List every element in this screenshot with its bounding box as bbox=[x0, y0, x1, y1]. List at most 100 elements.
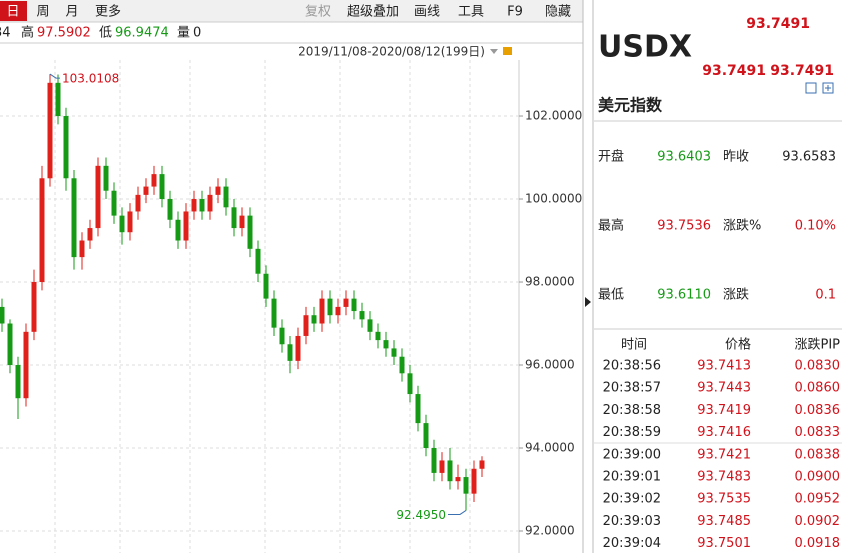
candle-body bbox=[463, 477, 469, 494]
info-value: 97.5902 bbox=[37, 26, 91, 41]
candle-body bbox=[175, 219, 181, 241]
candle-body bbox=[207, 194, 213, 212]
stat-value: 93.6403 bbox=[657, 150, 711, 165]
trades: 时间 价格 涨跌PIP 20:38:56 93.7413 0.0830 20:38:57 93… bbox=[603, 337, 841, 552]
trade-header: 价格 bbox=[725, 337, 751, 353]
candle-body bbox=[375, 331, 381, 341]
candle-body bbox=[335, 306, 341, 316]
trade-cell: 0.0838 bbox=[795, 447, 841, 462]
candle-body bbox=[399, 356, 405, 374]
candle-body bbox=[199, 199, 205, 212]
tab[interactable]: 周 bbox=[36, 5, 49, 20]
stat-label: 开盘 bbox=[598, 149, 624, 165]
tool-button[interactable]: F9 bbox=[507, 5, 523, 20]
candle-body bbox=[479, 460, 485, 469]
candle-body bbox=[327, 298, 333, 316]
trade-cell: 20:38:56 bbox=[603, 359, 661, 374]
icon[interactable] bbox=[805, 82, 817, 94]
candle-body bbox=[431, 448, 437, 473]
candle-body bbox=[119, 215, 125, 233]
stat-label: 最低 bbox=[598, 288, 624, 303]
trade-cell: 0.0830 bbox=[795, 359, 841, 374]
trade-cell: 20:39:01 bbox=[603, 470, 661, 485]
last-price: 93.7491 bbox=[746, 16, 810, 32]
candle-body bbox=[135, 194, 141, 212]
tab[interactable]: 更多 bbox=[95, 4, 121, 20]
stats: 开盘 93.6403 昨收 93.6583 最高 93.7536 涨跌% 0.10% 最低 93.… bbox=[598, 149, 836, 303]
toolbar bbox=[0, 0, 583, 22]
candle-body bbox=[279, 327, 285, 345]
candle-body bbox=[311, 315, 317, 324]
trade-cell: 93.7485 bbox=[697, 514, 751, 529]
candle-body bbox=[231, 207, 237, 229]
icon[interactable] bbox=[822, 82, 834, 94]
trade-cell: 20:38:57 bbox=[603, 381, 661, 396]
lock-icon[interactable] bbox=[503, 47, 512, 55]
y-tick-label: 96.0000 bbox=[525, 358, 575, 372]
candle-body bbox=[287, 344, 293, 361]
trade-cell: 93.7416 bbox=[697, 425, 751, 440]
candle-body bbox=[95, 165, 101, 229]
info-label: 低 bbox=[99, 26, 112, 41]
trade-header: 涨跌PIP bbox=[794, 337, 840, 353]
trade-cell: 0.0952 bbox=[795, 492, 841, 507]
info-value: 0 bbox=[193, 26, 201, 41]
candle-body bbox=[415, 394, 421, 424]
candle-body bbox=[391, 348, 397, 357]
candle-body bbox=[31, 282, 37, 332]
candle-body bbox=[303, 315, 309, 336]
trade-cell: 0.0918 bbox=[795, 536, 841, 551]
icon-plus[interactable] bbox=[825, 85, 831, 91]
trade-cell: 20:39:02 bbox=[603, 492, 661, 507]
min-label: 92.4950 bbox=[396, 508, 446, 522]
trade-cell: 20:39:04 bbox=[603, 536, 661, 551]
trade-cell: 20:39:00 bbox=[603, 447, 661, 462]
tool-button[interactable]: 工具 bbox=[458, 5, 484, 20]
candle-body bbox=[455, 477, 461, 482]
candle-body bbox=[343, 298, 349, 307]
trade-cell: 93.7443 bbox=[697, 381, 751, 396]
tool-button[interactable]: 复权 bbox=[305, 4, 331, 20]
candle-body bbox=[367, 319, 373, 332]
candle-body bbox=[111, 190, 117, 216]
tool-button[interactable]: 隐藏 bbox=[545, 5, 571, 20]
trade-cell: 20:38:58 bbox=[603, 403, 661, 418]
candle-body bbox=[191, 199, 197, 212]
candle-body bbox=[127, 211, 133, 233]
tab-active[interactable] bbox=[0, 1, 27, 21]
tool-button[interactable]: 画线 bbox=[414, 5, 440, 20]
stat-label: 涨跌 bbox=[723, 287, 749, 303]
candle-body bbox=[255, 248, 261, 274]
candle-body bbox=[271, 298, 277, 328]
candle-body bbox=[183, 211, 189, 241]
stat-label: 昨收 bbox=[723, 150, 749, 165]
candle-body bbox=[359, 311, 365, 320]
candle-body bbox=[87, 228, 93, 241]
ask: 93.7491 bbox=[770, 63, 834, 79]
candle-body bbox=[7, 323, 13, 366]
candle-body bbox=[319, 298, 325, 324]
info-value: 96.9474 bbox=[115, 26, 169, 41]
candle-body bbox=[47, 82, 53, 179]
collapse-arrow[interactable] bbox=[585, 297, 591, 307]
time-grid bbox=[54, 60, 471, 553]
candle-body bbox=[247, 215, 253, 249]
trade-cell: 93.7483 bbox=[697, 470, 751, 485]
dropdown-icon[interactable] bbox=[490, 49, 498, 54]
y-tick-label: 102.0000 bbox=[525, 109, 582, 123]
max-pointer bbox=[49, 73, 60, 79]
candle-body bbox=[295, 335, 301, 361]
trade-cell: 20:39:03 bbox=[603, 514, 661, 529]
tab[interactable]: 月 bbox=[65, 5, 78, 20]
tool-button[interactable]: 超级叠加 bbox=[347, 5, 399, 20]
y-tick-label: 92.0000 bbox=[525, 524, 575, 538]
candle-body bbox=[55, 82, 61, 117]
candle-body bbox=[239, 215, 245, 229]
trade-cell: 0.0902 bbox=[795, 514, 841, 529]
tab[interactable]: 日 bbox=[6, 5, 19, 20]
trade-cell: 0.0860 bbox=[795, 381, 841, 396]
trade-cell: 93.7413 bbox=[697, 359, 751, 374]
stat-value: 93.6583 bbox=[782, 150, 836, 165]
stat-value: 93.6110 bbox=[657, 288, 711, 303]
